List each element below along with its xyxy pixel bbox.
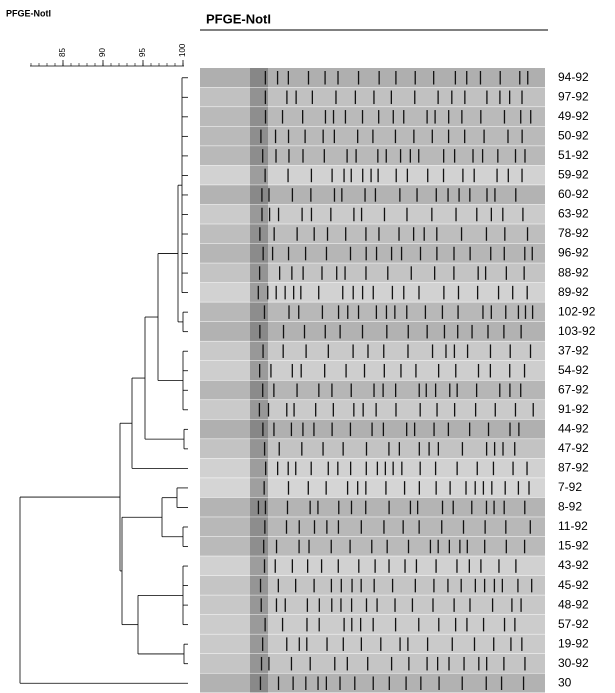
gel-well: [250, 380, 268, 400]
gel-well: [250, 536, 268, 556]
gel-well: [250, 68, 268, 88]
gel-well: [250, 204, 268, 224]
lane-label: 60-92: [558, 187, 589, 201]
gel-lane: [200, 321, 545, 341]
gel-lane: [200, 653, 545, 673]
gel-well: [250, 595, 268, 615]
gel-well: [250, 87, 268, 107]
gel-lane: [200, 302, 545, 322]
gel-well: [250, 556, 268, 576]
lane-label: 97-92: [558, 89, 589, 103]
lane-label: 8-92: [558, 500, 582, 514]
gel-lane: [200, 107, 545, 127]
lane-label: 47-92: [558, 441, 589, 455]
lane-label: 103-92: [558, 324, 596, 338]
gel-lane: [200, 614, 545, 634]
scale-label: 95: [138, 48, 147, 57]
gel-lane: [200, 673, 545, 693]
lane-label: 49-92: [558, 109, 589, 123]
gel-well: [250, 419, 268, 439]
scale-label: 85: [58, 48, 67, 57]
gel-well: [250, 224, 268, 244]
lane-label: 59-92: [558, 168, 589, 182]
gel-lane: [200, 204, 545, 224]
lane-label: 57-92: [558, 617, 589, 631]
gel-lane: [200, 458, 545, 478]
lane-label: 19-92: [558, 636, 589, 650]
lane-label: 48-92: [558, 597, 589, 611]
gel-lane: [200, 439, 545, 459]
gel-well: [250, 107, 268, 127]
lane-label: 88-92: [558, 265, 589, 279]
lane-label: 67-92: [558, 382, 589, 396]
gel-lane: [200, 165, 545, 185]
gel-well: [250, 614, 268, 634]
lane-label: 54-92: [558, 363, 589, 377]
scale-label: 90: [98, 48, 107, 57]
lane-label: 50-92: [558, 129, 589, 143]
lane-label: 30-92: [558, 656, 589, 670]
gel-well: [250, 282, 268, 302]
lane-label: 45-92: [558, 578, 589, 592]
gel-lane: [200, 224, 545, 244]
lane-label: 43-92: [558, 558, 589, 572]
gel-well: [250, 165, 268, 185]
lane-label: 63-92: [558, 207, 589, 221]
lane-label: 91-92: [558, 402, 589, 416]
gel-lane: [200, 497, 545, 517]
gel-lane: [200, 536, 545, 556]
lane-label: 15-92: [558, 539, 589, 553]
gel-well: [250, 243, 268, 263]
gel-well: [250, 673, 268, 693]
gel-lane: [200, 146, 545, 166]
right-title: PFGE-NotI: [206, 11, 271, 26]
gel-lane: [200, 575, 545, 595]
gel-well: [250, 575, 268, 595]
gel-well: [250, 439, 268, 459]
lane-label: 102-92: [558, 304, 596, 318]
gel-well: [250, 302, 268, 322]
scale-label: 100: [178, 43, 187, 57]
gel-lane: [200, 380, 545, 400]
gel-lane: [200, 263, 545, 283]
gel-well: [250, 360, 268, 380]
lane-label: 37-92: [558, 343, 589, 357]
gel-well: [250, 478, 268, 498]
gel-lane: [200, 478, 545, 498]
gel-lane: [200, 360, 545, 380]
gel-well: [250, 146, 268, 166]
gel-well: [250, 321, 268, 341]
gel-lane: [200, 87, 545, 107]
gel-well: [250, 458, 268, 478]
lane-label: 89-92: [558, 285, 589, 299]
gel-well: [250, 517, 268, 537]
gel-lane: [200, 68, 545, 88]
gel-well: [250, 634, 268, 654]
lane-label: 78-92: [558, 226, 589, 240]
left-title: PFGE-NotI: [6, 8, 51, 18]
lane-label: 30: [558, 675, 572, 689]
lane-label: 87-92: [558, 461, 589, 475]
gel-well: [250, 185, 268, 205]
gel-lane: [200, 556, 545, 576]
gel-lane: [200, 243, 545, 263]
lane-label: 96-92: [558, 246, 589, 260]
lane-label: 7-92: [558, 480, 582, 494]
lane-label: 51-92: [558, 148, 589, 162]
gel-lane: [200, 341, 545, 361]
lane-label: 11-92: [558, 519, 588, 533]
lane-label: 44-92: [558, 422, 589, 436]
gel-lane: [200, 595, 545, 615]
gel-well: [250, 126, 268, 146]
gel-well: [250, 653, 268, 673]
gel-well: [250, 341, 268, 361]
lane-label: 94-92: [558, 70, 589, 84]
